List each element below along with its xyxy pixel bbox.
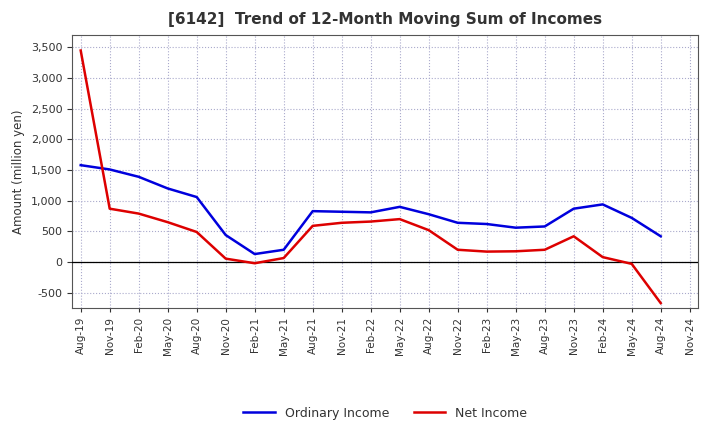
Net Income [221, 256, 230, 261]
Net Income [395, 216, 404, 222]
Y-axis label: Amount (million yen): Amount (million yen) [12, 110, 25, 234]
Net Income [105, 206, 114, 211]
Net Income [598, 254, 607, 260]
Net Income [192, 229, 201, 235]
Net Income [279, 255, 288, 260]
Ordinary Income [76, 162, 85, 168]
Net Income [424, 227, 433, 233]
Net Income [251, 260, 259, 266]
Ordinary Income [511, 225, 520, 230]
Ordinary Income [454, 220, 462, 225]
Ordinary Income [308, 209, 317, 214]
Net Income [163, 220, 172, 225]
Net Income [511, 249, 520, 254]
Net Income [627, 261, 636, 267]
Title: [6142]  Trend of 12-Month Moving Sum of Incomes: [6142] Trend of 12-Month Moving Sum of I… [168, 12, 602, 27]
Net Income [366, 219, 375, 224]
Ordinary Income [541, 224, 549, 229]
Line: Net Income: Net Income [81, 51, 661, 303]
Ordinary Income [221, 232, 230, 238]
Ordinary Income [627, 215, 636, 220]
Net Income [482, 249, 491, 254]
Ordinary Income [424, 212, 433, 217]
Ordinary Income [135, 174, 143, 180]
Ordinary Income [657, 234, 665, 239]
Legend: Ordinary Income, Net Income: Ordinary Income, Net Income [238, 402, 532, 425]
Net Income [135, 211, 143, 216]
Net Income [308, 223, 317, 228]
Net Income [541, 247, 549, 253]
Net Income [76, 48, 85, 53]
Ordinary Income [482, 221, 491, 227]
Ordinary Income [251, 251, 259, 257]
Ordinary Income [163, 186, 172, 191]
Ordinary Income [105, 167, 114, 172]
Ordinary Income [570, 206, 578, 211]
Net Income [454, 247, 462, 253]
Ordinary Income [598, 202, 607, 207]
Ordinary Income [366, 210, 375, 215]
Ordinary Income [338, 209, 346, 214]
Ordinary Income [192, 194, 201, 200]
Net Income [570, 234, 578, 239]
Net Income [657, 301, 665, 306]
Line: Ordinary Income: Ordinary Income [81, 165, 661, 254]
Ordinary Income [279, 247, 288, 253]
Net Income [338, 220, 346, 225]
Ordinary Income [395, 204, 404, 209]
